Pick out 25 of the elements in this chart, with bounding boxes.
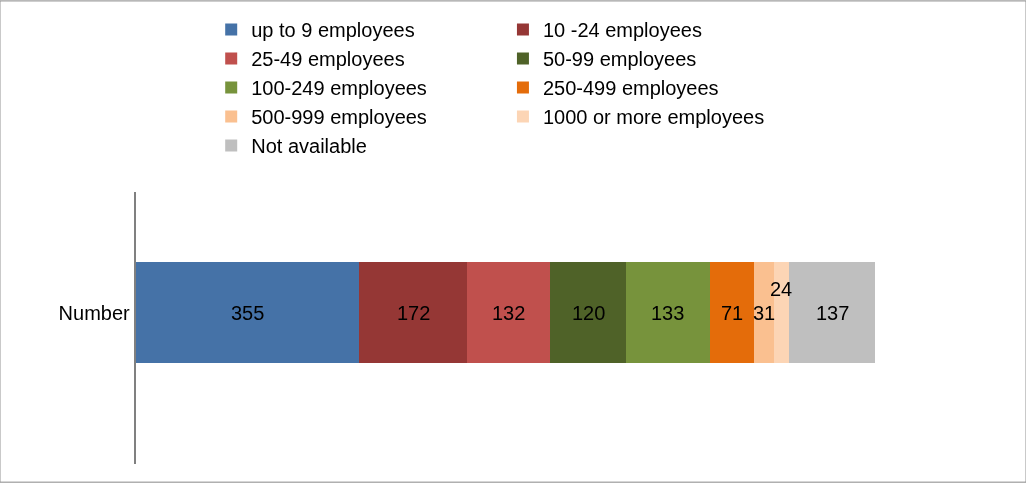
legend-label: 500-999 employees [251,106,427,129]
data-label: 172 [397,302,431,324]
y-tick-label: Number [58,301,131,324]
legend-label: 250-499 employees [542,77,719,100]
data-label: 137 [816,302,850,324]
legend-label: 1000 or more employees [542,106,765,129]
legend-label: 25-49 employees [251,48,405,71]
bar [359,262,468,364]
data-label: 120 [572,302,606,324]
bar [625,262,710,364]
bar [709,262,755,364]
bar [135,262,360,364]
legend-label: 100-249 employees [251,77,427,100]
data-label: 31 [753,302,776,324]
bar [550,262,626,364]
legend-label: up to 9 employees [251,19,415,42]
data-label: 355 [231,302,265,324]
legend-label: 10 -24 employees [542,19,702,42]
data-label: 133 [651,302,685,324]
data-label: 132 [492,302,526,324]
bar [467,262,551,364]
legend-label: 50-99 employees [542,48,697,71]
data-label: 24 [770,278,793,300]
data-label: 71 [721,302,744,324]
legend-label: Not available [251,135,367,158]
